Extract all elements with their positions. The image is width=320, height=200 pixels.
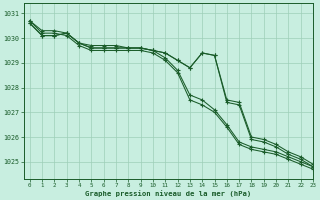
X-axis label: Graphe pression niveau de la mer (hPa): Graphe pression niveau de la mer (hPa)	[85, 190, 252, 197]
